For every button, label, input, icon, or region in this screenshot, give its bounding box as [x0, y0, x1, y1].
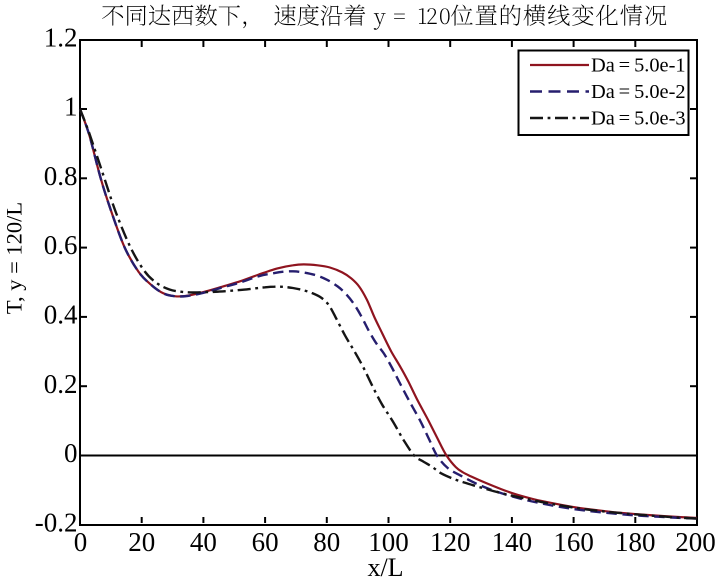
svg-text:100: 100 [368, 527, 409, 557]
svg-text:200: 200 [675, 527, 715, 557]
svg-text:0.2: 0.2 [44, 369, 78, 399]
svg-text:160: 160 [553, 527, 594, 557]
svg-text:Da = 5.0e-1: Da = 5.0e-1 [591, 55, 686, 77]
svg-text:80: 80 [313, 527, 340, 557]
svg-text:0.4: 0.4 [44, 300, 78, 330]
svg-text:60: 60 [252, 527, 279, 557]
svg-text:Da = 5.0e-2: Da = 5.0e-2 [591, 81, 686, 103]
svg-text:120: 120 [430, 527, 471, 557]
svg-text:x/L: x/L [367, 553, 403, 582]
svg-text:1: 1 [64, 92, 78, 122]
svg-text:140: 140 [492, 527, 533, 557]
svg-text:0.8: 0.8 [44, 161, 78, 191]
svg-text:-0.2: -0.2 [35, 507, 78, 537]
svg-text:Da = 5.0e-3: Da = 5.0e-3 [591, 108, 686, 130]
svg-text:40: 40 [190, 527, 217, 557]
svg-text:0: 0 [64, 438, 78, 468]
svg-text:1.2: 1.2 [44, 23, 78, 53]
svg-text:T, y = 120/L: T, y = 120/L [2, 202, 27, 314]
svg-text:180: 180 [615, 527, 656, 557]
svg-text:20: 20 [128, 527, 155, 557]
svg-text:0.6: 0.6 [44, 230, 78, 260]
svg-text:0: 0 [74, 527, 88, 557]
